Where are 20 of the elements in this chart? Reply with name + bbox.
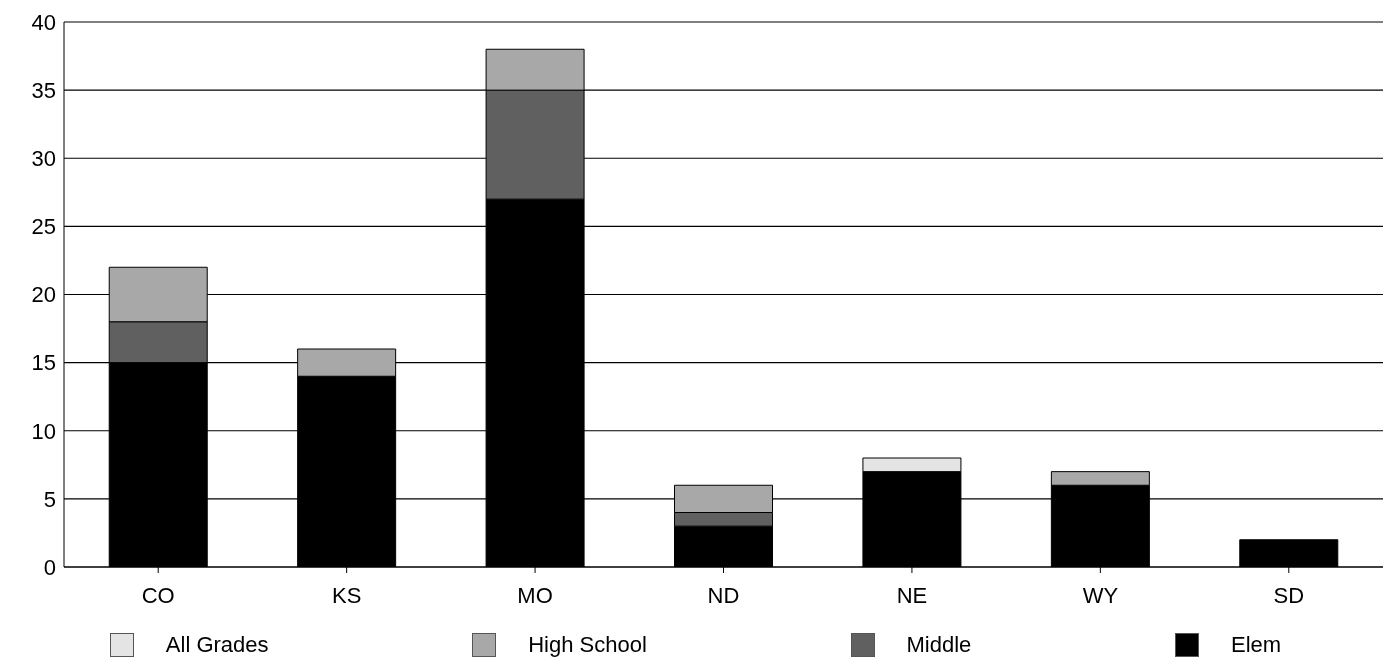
x-tick-label: WY — [1082, 582, 1119, 608]
y-tick-label: 40 — [31, 9, 56, 35]
y-tick-label: 10 — [31, 418, 56, 444]
legend-label: Middle — [906, 632, 972, 658]
y-tick-label: 35 — [31, 77, 56, 103]
y-tick-label: 25 — [31, 214, 56, 240]
legend-label: High School — [528, 632, 647, 658]
y-tick-label: 20 — [31, 282, 56, 308]
y-tick-label: 30 — [31, 146, 56, 172]
x-tick-label: KS — [331, 582, 362, 608]
y-tick-label: 5 — [43, 486, 56, 512]
x-tick-label: SD — [1273, 582, 1305, 608]
y-tick-label: 15 — [31, 350, 56, 376]
x-tick-label: CO — [141, 582, 175, 608]
legend-label: Elem — [1231, 632, 1282, 658]
y-tick-label: 0 — [43, 554, 56, 580]
x-tick-label: MO — [517, 582, 553, 608]
legend-label: All Grades — [165, 632, 269, 658]
x-tick-label: NE — [896, 582, 928, 608]
x-tick-label: ND — [707, 582, 740, 608]
